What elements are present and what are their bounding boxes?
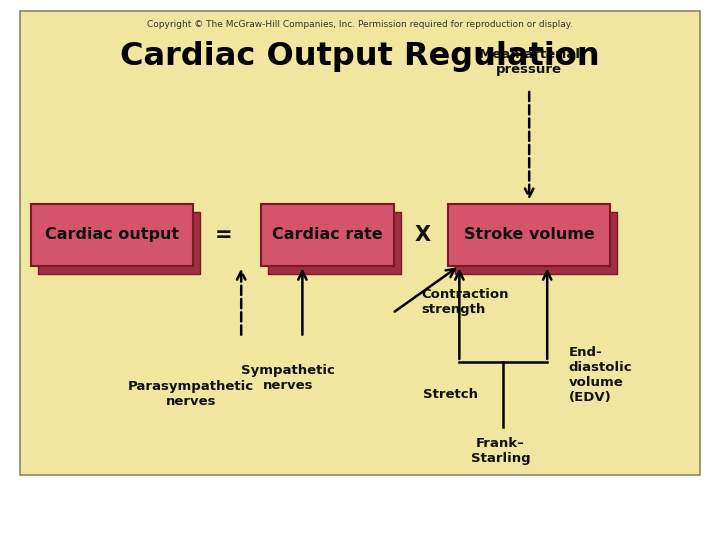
FancyBboxPatch shape [37, 212, 200, 274]
Text: Stretch: Stretch [423, 388, 477, 401]
Text: Copyright © The McGraw-Hill Companies, Inc. Permission required for reproduction: Copyright © The McGraw-Hill Companies, I… [147, 20, 573, 29]
Text: Parasympathetic
nerves: Parasympathetic nerves [127, 380, 254, 408]
Text: =: = [215, 225, 232, 245]
Text: Frank–
Starling: Frank– Starling [471, 437, 530, 465]
Text: Cardiac output: Cardiac output [45, 227, 179, 242]
FancyBboxPatch shape [261, 204, 395, 266]
Text: Sympathetic
nerves: Sympathetic nerves [241, 364, 335, 392]
Text: Stroke volume: Stroke volume [464, 227, 595, 242]
Text: Contraction
strength: Contraction strength [421, 288, 509, 316]
Text: Cardiac rate: Cardiac rate [272, 227, 383, 242]
FancyBboxPatch shape [448, 204, 610, 266]
FancyBboxPatch shape [30, 204, 193, 266]
Text: X: X [415, 225, 431, 245]
Text: Cardiac Output Regulation: Cardiac Output Regulation [120, 41, 600, 72]
Text: End-
diastolic
volume
(EDV): End- diastolic volume (EDV) [569, 346, 632, 404]
Text: Mean arterial
pressure: Mean arterial pressure [479, 48, 580, 76]
FancyBboxPatch shape [20, 11, 700, 475]
FancyBboxPatch shape [269, 212, 402, 274]
FancyBboxPatch shape [455, 212, 618, 274]
